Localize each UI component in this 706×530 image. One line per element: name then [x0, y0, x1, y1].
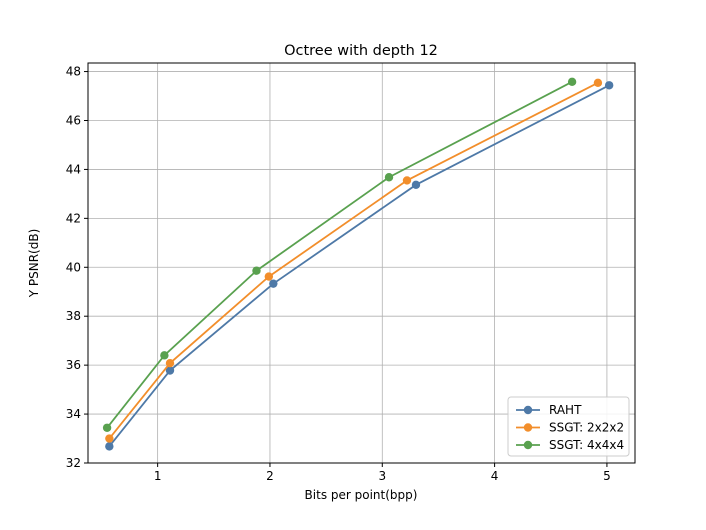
y-tick-label: 32	[66, 456, 81, 470]
data-point	[252, 266, 261, 275]
legend-marker-2	[523, 423, 533, 432]
data-point	[264, 272, 274, 281]
data-point	[269, 279, 278, 288]
data-point	[593, 78, 603, 88]
y-axis-title: Y PSNR(dB)	[27, 229, 41, 299]
legend-label-3: SSGT: 4x4x4	[549, 438, 624, 452]
legend-marker-1	[523, 405, 533, 415]
legend: RAHT SSGT: 2x2x2 SSGT: 4x4x4	[507, 396, 630, 457]
x-axis-title: Bits per point(bpp)	[305, 488, 418, 502]
series-line-2	[108, 82, 599, 440]
y-tick-label: 34	[66, 407, 81, 421]
y-tick-label: 36	[66, 358, 81, 372]
plot-frame	[87, 62, 636, 464]
y-tick-label: 40	[66, 260, 81, 274]
data-point	[105, 442, 114, 451]
data-point	[567, 77, 577, 87]
x-tick-label: 3	[378, 469, 386, 483]
series-line-3	[106, 81, 573, 429]
y-tick-label: 48	[66, 65, 81, 79]
data-point	[604, 81, 614, 90]
data-point	[384, 173, 394, 182]
series-line-1	[108, 84, 610, 447]
x-tick-label: 4	[491, 469, 499, 483]
legend-box	[507, 396, 630, 457]
y-tick-label: 42	[66, 211, 81, 225]
series-layer	[102, 77, 614, 451]
data-point	[160, 351, 169, 360]
x-tick-label: 1	[154, 469, 162, 483]
data-point	[105, 434, 114, 443]
x-tick-label: 2	[266, 469, 274, 483]
legend-marker-3	[523, 440, 533, 450]
data-point	[402, 176, 412, 185]
data-point	[165, 358, 175, 368]
legend-label-2: SSGT: 2x2x2	[549, 421, 624, 435]
y-tick-label: 44	[66, 162, 81, 176]
chart-title: Octree with depth 12	[284, 43, 438, 59]
data-point	[411, 180, 421, 190]
data-point	[102, 423, 112, 432]
y-tick-label: 46	[66, 113, 81, 127]
legend-label-1: RAHT	[549, 403, 582, 417]
y-tick-label: 38	[66, 309, 81, 323]
x-tick-label: 5	[603, 469, 611, 483]
data-point	[165, 366, 175, 375]
